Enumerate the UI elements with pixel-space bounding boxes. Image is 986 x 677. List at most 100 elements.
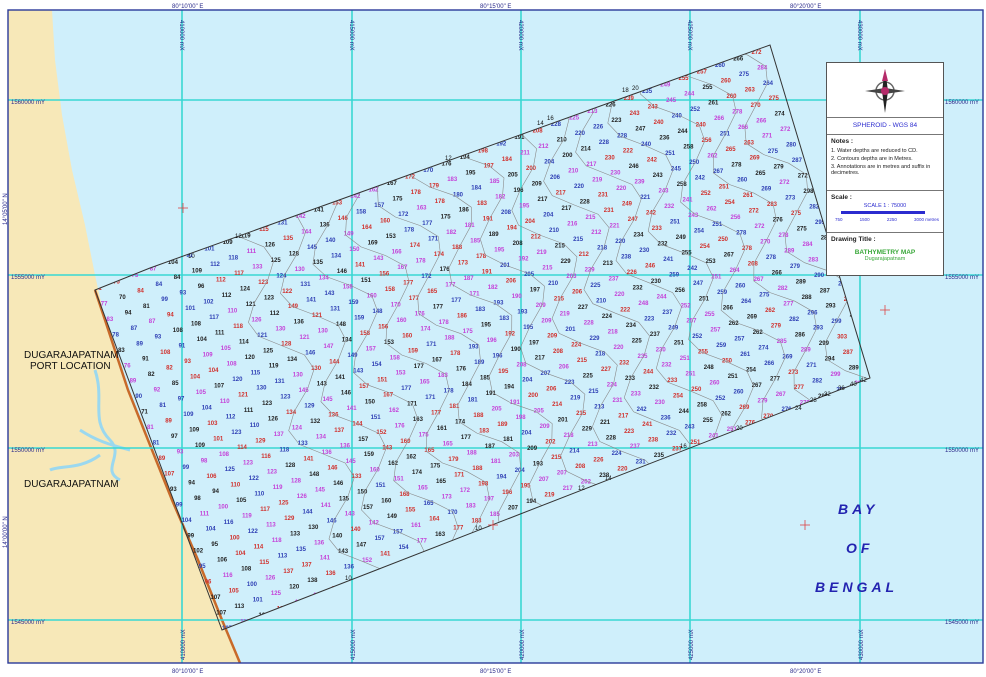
depth-sounding: 238 [621,255,632,261]
depth-sounding: 249 [676,235,687,241]
depth-sounding: 260 [734,389,745,395]
depth-sounding: 109 [223,240,234,246]
depth-sounding: 217 [562,206,573,212]
depth-sounding: 232 [662,363,673,369]
depth-sounding: 121 [300,335,311,341]
depth-sounding: 251 [670,219,681,225]
depth-sounding: 206 [550,175,561,181]
depth-sounding: 176 [440,267,451,273]
depth-sounding: 287 [820,288,831,294]
depth-sounding: 276 [745,420,756,426]
depth-sounding: 229 [582,426,593,432]
depth-sounding: 103 [207,421,218,427]
depth-sounding: 213 [603,261,614,267]
depth-sounding: 197 [530,287,541,293]
depth-sounding: 134 [316,434,327,440]
northing-label-left: 1555000 mY [11,275,45,281]
depth-sounding: 141 [355,263,366,269]
depth-sounding: 95 [199,564,206,570]
depth-sounding: 172 [421,274,432,280]
depth-sounding: 94 [125,310,132,316]
depth-sounding: 125 [271,591,282,597]
depth-sounding: 144 [303,509,314,515]
depth-sounding: 146 [341,390,352,396]
depth-sounding: 114 [237,445,247,451]
depth-sounding: 200 [562,153,573,159]
depth-sounding: 109 [192,269,203,275]
depth-sounding: 175 [463,329,474,335]
depth-sounding: 255 [705,312,716,318]
depth-sounding: 143 [325,291,336,297]
depth-sounding: 170 [448,510,459,516]
depth-sounding: 116 [261,454,271,460]
depth-sounding: 96 [198,284,205,290]
depth-sounding: 260 [727,94,738,100]
graticule-labels: 80°10'00" E 80°15'00" E 80°20'00" E 80°1… [3,4,979,675]
depth-sounding: 155 [405,508,416,514]
depth-sounding: 282 [809,204,820,210]
depth-sounding: 209 [536,303,547,309]
depth-sounding: 123 [243,461,254,467]
depth-sounding: 234 [626,323,637,329]
depth-sounding: 170 [423,168,434,174]
depth-sounding: 287 [843,350,854,356]
depth-sounding: 137 [334,428,345,434]
depth-contour-line [377,166,543,551]
depth-sounding: 208 [517,362,528,368]
depth-sounding: 236 [661,416,672,422]
latitude-label: 14°05'00" N [3,193,9,225]
depth-sounding: 146 [338,216,349,222]
depth-sounding: 233 [667,378,678,384]
depth-sounding: 243 [648,105,659,111]
depth-sounding: 240 [696,123,707,129]
depth-sounding: 117 [234,271,244,277]
depth-sounding: 158 [390,355,401,361]
depth-sounding: 147 [356,543,367,549]
depth-sounding: 181 [465,223,476,229]
depth-sounding: 157 [359,384,370,390]
depth-sounding: 238 [648,438,659,444]
depth-sounding: 125 [271,258,282,264]
depth-sounding: 183 [479,428,490,434]
scale-ticks: 750 1500 2250 3000 metres [835,217,939,222]
depth-contour-line [723,46,870,430]
depth-sounding: 185 [470,239,481,245]
contour-label: 36 [838,386,845,392]
depth-sounding: 154 [372,362,383,368]
depth-sounding: 160 [402,333,413,339]
depth-sounding: 223 [565,380,576,386]
depth-sounding: 145 [299,388,310,394]
depth-sounding: 183 [447,177,458,183]
depth-sounding: 190 [512,294,523,300]
depth-sounding: 105 [229,589,240,595]
longitude-label-bottom: 80°10'00" E [172,669,203,675]
depth-sounding: 168 [400,492,411,498]
depth-sounding: 136 [344,565,355,571]
depth-sounding: 98 [194,496,201,502]
depth-sounding: 294 [825,357,836,363]
depth-sounding: 161 [411,523,422,529]
easting-label-top: 425000 mX [686,20,692,51]
depth-sounding: 172 [398,212,409,218]
depth-sounding: 177 [451,298,462,304]
depth-sounding: 186 [459,208,470,214]
depth-sounding: 126 [265,575,276,581]
depth-sounding: 113 [278,553,288,559]
depth-sounding: 235 [642,89,653,95]
depth-sounding: 271 [806,363,817,369]
depth-sounding: 240 [672,114,683,120]
drawing-title: BATHYMETRY MAP [854,249,916,256]
depth-sounding: 156 [378,324,389,330]
depth-sounding: 118 [280,448,290,454]
depth-sounding: 229 [561,259,572,265]
depth-sounding: 146 [333,481,344,487]
depth-sounding: 160 [381,499,392,505]
depth-sounding: 229 [590,336,601,342]
depth-sounding: 162 [389,408,400,414]
depth-sounding: 228 [606,435,617,441]
depth-sounding: 177 [414,364,425,370]
depth-sounding: 211 [520,151,530,157]
depth-sounding: 141 [314,207,325,213]
depth-contour-line [639,75,822,450]
depth-sounding: 97 [178,397,185,403]
